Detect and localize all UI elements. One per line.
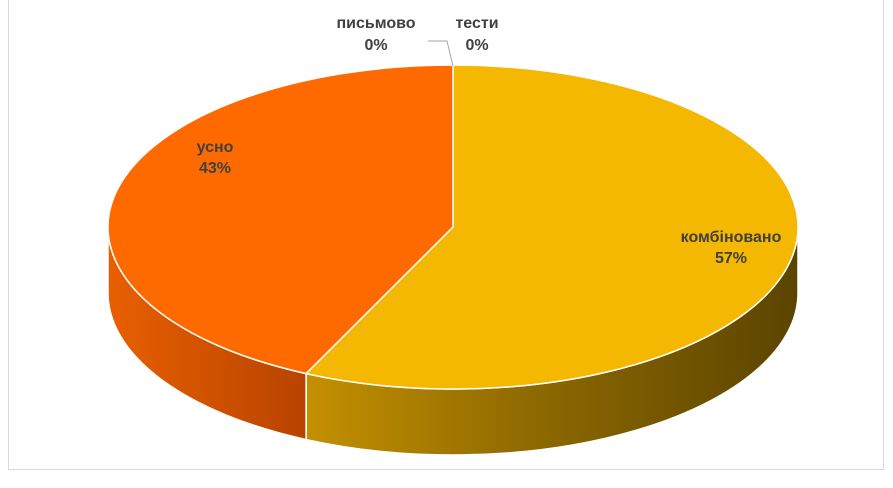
pie-slice-kombinovano xyxy=(304,64,799,390)
data-labels: комбіновано 57% усно 43% письмово 0% тес… xyxy=(197,15,782,267)
label-pysmovo-percent: 0% xyxy=(364,37,387,54)
pie-slice-usno xyxy=(107,64,454,375)
label-testy-name: тести xyxy=(455,15,498,32)
label-pysmovo-name: письмово xyxy=(336,15,415,32)
label-usno-name: усно xyxy=(197,139,234,156)
pie-top-faces xyxy=(107,64,799,390)
label-testy-percent: 0% xyxy=(465,37,488,54)
label-usno-percent: 43% xyxy=(199,160,231,177)
label-kombinovano-name: комбіновано xyxy=(681,229,782,246)
label-kombinovano-percent: 57% xyxy=(715,250,747,267)
leader-line-pysmovo xyxy=(428,40,454,67)
